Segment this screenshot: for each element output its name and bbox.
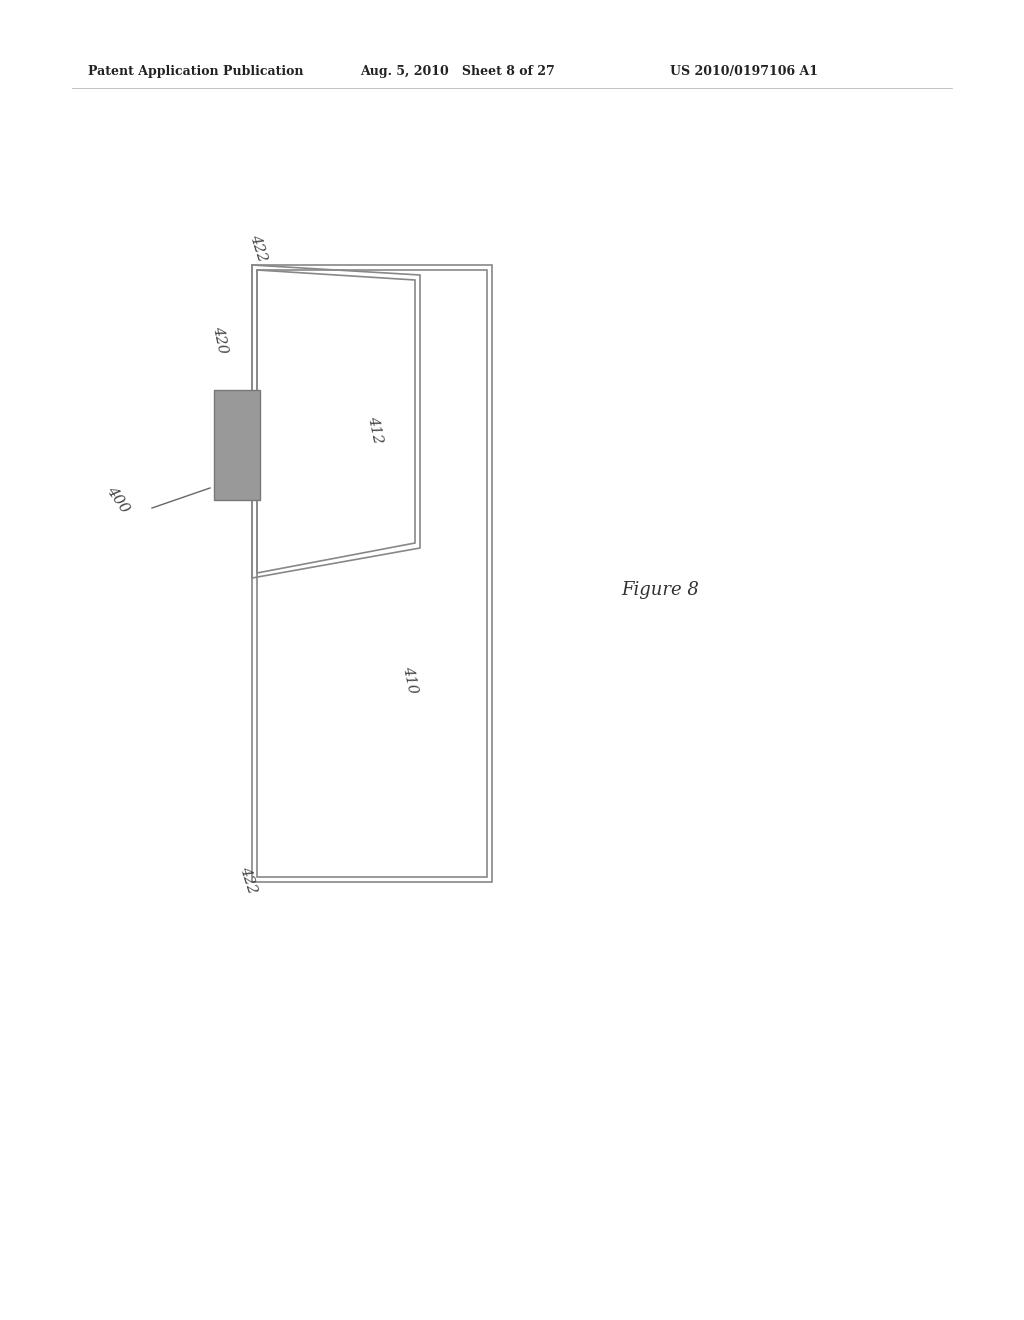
- Text: 422: 422: [247, 232, 269, 264]
- Text: US 2010/0197106 A1: US 2010/0197106 A1: [670, 66, 818, 78]
- Bar: [257, 271, 487, 876]
- Text: Aug. 5, 2010   Sheet 8 of 27: Aug. 5, 2010 Sheet 8 of 27: [360, 66, 555, 78]
- Text: 412: 412: [366, 414, 385, 445]
- Text: Patent Application Publication: Patent Application Publication: [88, 66, 303, 78]
- Text: Figure 8: Figure 8: [622, 581, 699, 599]
- Bar: [214, 389, 260, 500]
- Text: 400: 400: [103, 484, 132, 516]
- Text: 422: 422: [237, 865, 259, 895]
- Text: 420: 420: [210, 325, 229, 355]
- Text: 410: 410: [400, 665, 420, 696]
- Bar: [252, 265, 492, 882]
